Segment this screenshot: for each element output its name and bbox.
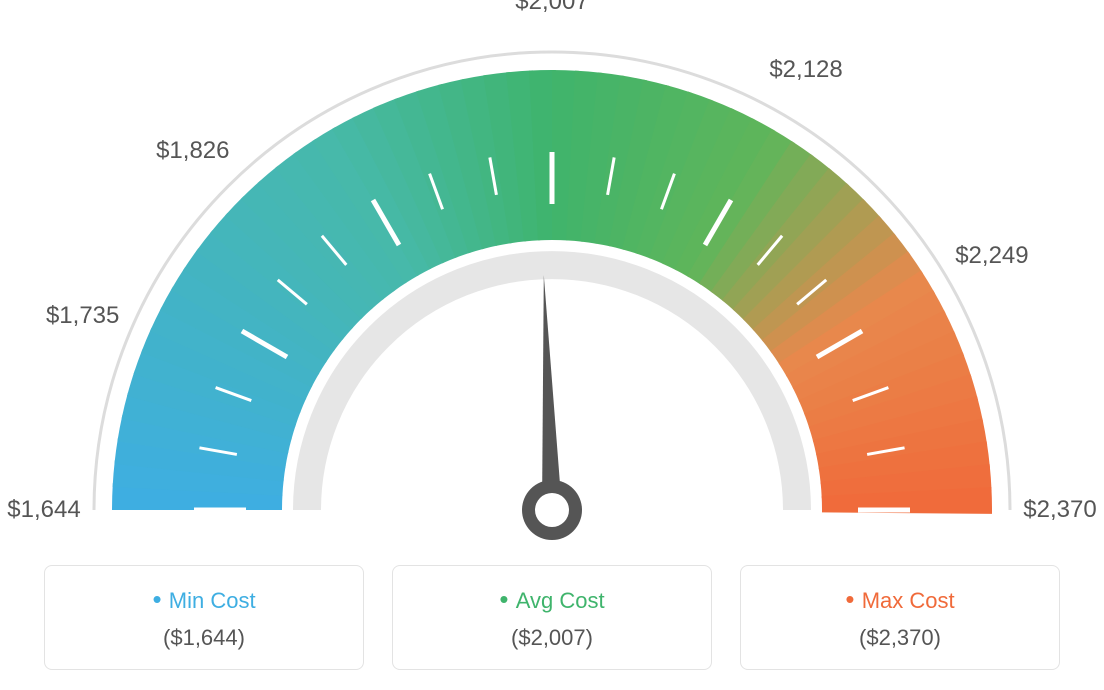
legend-max-label: Max Cost bbox=[765, 584, 1035, 615]
gauge-tick-label: $2,249 bbox=[955, 242, 1028, 270]
legend-card-min: Min Cost ($1,644) bbox=[44, 565, 364, 670]
gauge-chart: $1,644 $1,735 $1,826 $2,007 $2,128 $2,249 $2,3… bbox=[0, 0, 1104, 560]
legend-card-avg: Avg Cost ($2,007) bbox=[392, 565, 712, 670]
legend-avg-value: ($2,007) bbox=[417, 625, 687, 651]
gauge-tick-label: $2,128 bbox=[769, 56, 842, 84]
legend-max-value: ($2,370) bbox=[765, 625, 1035, 651]
legend-row: Min Cost ($1,644) Avg Cost ($2,007) Max … bbox=[0, 565, 1104, 670]
legend-min-label: Min Cost bbox=[69, 584, 339, 615]
legend-avg-label: Avg Cost bbox=[417, 584, 687, 615]
gauge-tick-label: $1,644 bbox=[7, 496, 80, 524]
gauge-svg bbox=[0, 0, 1104, 560]
gauge-tick-label: $1,826 bbox=[156, 137, 229, 165]
gauge-tick-label: $1,735 bbox=[46, 302, 119, 330]
gauge-tick-label: $2,007 bbox=[515, 0, 588, 16]
gauge-tick-label: $2,370 bbox=[1023, 496, 1096, 524]
legend-card-max: Max Cost ($2,370) bbox=[740, 565, 1060, 670]
legend-min-value: ($1,644) bbox=[69, 625, 339, 651]
